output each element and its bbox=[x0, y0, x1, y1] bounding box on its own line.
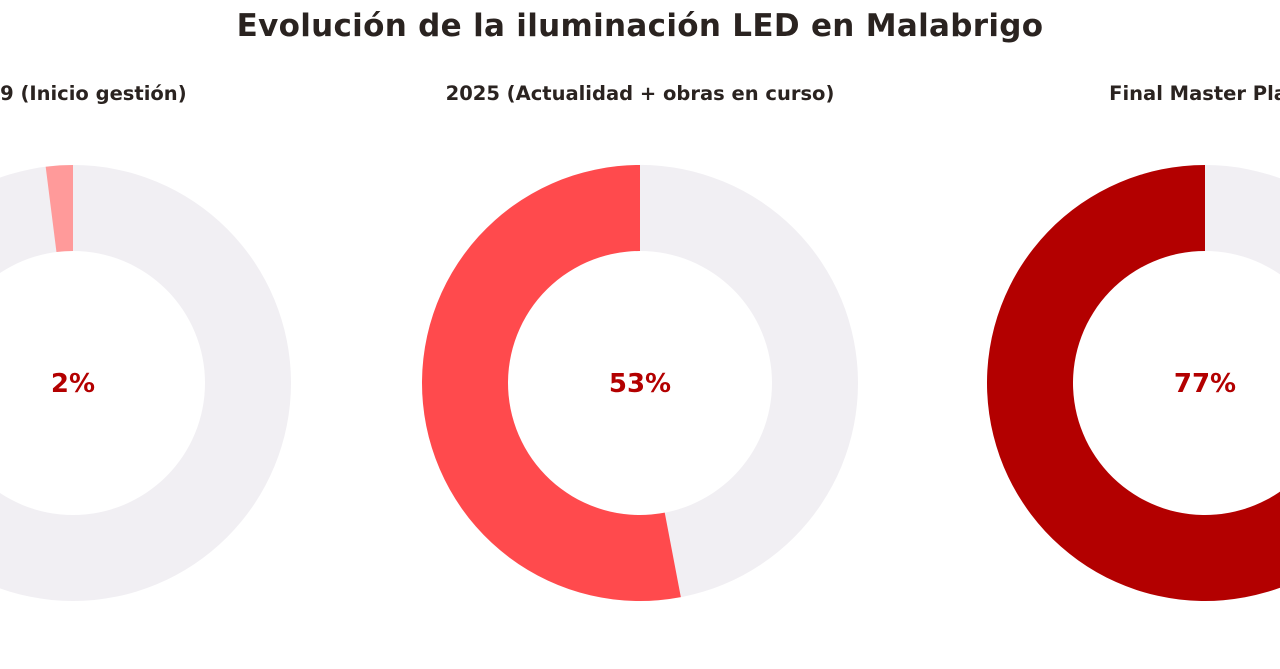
donut-value-slice bbox=[45, 165, 73, 253]
chart-title: Evolución de la iluminación LED en Malab… bbox=[236, 8, 1044, 44]
donut-panel-1: 2019 (Inicio gestión) 2% bbox=[0, 82, 291, 601]
panel-title: 2025 (Actualidad + obras en curso) bbox=[446, 82, 835, 105]
center-percentage-label: 53% bbox=[609, 369, 671, 399]
center-percentage-label: 77% bbox=[1174, 369, 1236, 399]
donut-panel-3: Final Master Plan 77% bbox=[987, 82, 1280, 601]
panel-title: Final Master Plan bbox=[1109, 82, 1280, 105]
donut-panel-2: 2025 (Actualidad + obras en curso) 53% bbox=[421, 82, 859, 602]
donut-value-slice bbox=[987, 165, 1280, 601]
panel-title: 2019 (Inicio gestión) bbox=[0, 82, 187, 105]
center-percentage-label: 2% bbox=[51, 369, 95, 399]
donut-value-slice bbox=[421, 165, 681, 601]
donut-remainder-slice bbox=[0, 165, 291, 601]
